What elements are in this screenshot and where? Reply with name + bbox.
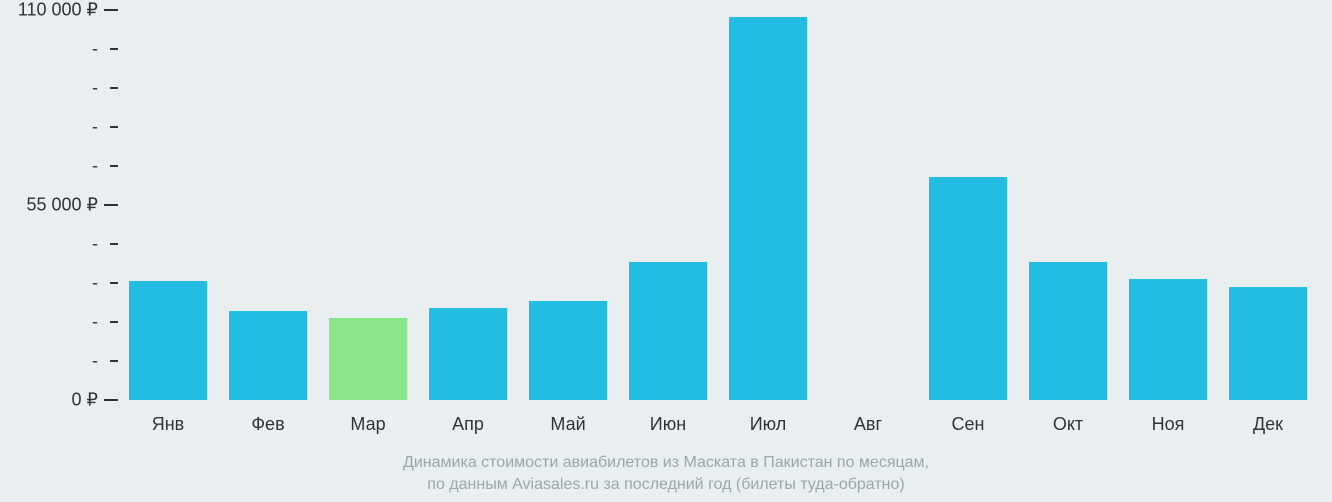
plot-area: ЯнвФевМарАпрМайИюнИюлАвгСенОктНояДек 0 ₽… (118, 10, 1318, 400)
caption-line-1: Динамика стоимости авиабилетов из Маскат… (0, 452, 1332, 474)
chart-caption: Динамика стоимости авиабилетов из Маскат… (0, 452, 1332, 496)
bar-slot: Сен (918, 10, 1018, 400)
bar-slot: Июл (718, 10, 818, 400)
bar (1129, 279, 1207, 400)
x-axis-label: Ноя (1152, 414, 1185, 435)
x-axis-label: Янв (152, 414, 185, 435)
bar-slot: Апр (418, 10, 518, 400)
bar-slot: Окт (1018, 10, 1118, 400)
bar (1029, 262, 1107, 400)
y-tick-label: 55 000 ₽ (26, 195, 118, 216)
bar (1229, 287, 1307, 400)
bar-slot: Май (518, 10, 618, 400)
x-axis-label: Дек (1253, 414, 1283, 435)
y-tick-label: 0 ₽ (72, 390, 118, 411)
x-axis-label: Окт (1053, 414, 1083, 435)
caption-line-2: по данным Aviasales.ru за последний год … (0, 474, 1332, 496)
y-minor-tick: - (92, 234, 118, 255)
bar (729, 17, 807, 400)
y-minor-tick: - (92, 78, 118, 99)
x-axis-label: Июн (650, 414, 686, 435)
y-minor-tick: - (92, 39, 118, 60)
y-minor-tick: - (92, 351, 118, 372)
y-minor-tick: - (92, 117, 118, 138)
price-chart: ЯнвФевМарАпрМайИюнИюлАвгСенОктНояДек 0 ₽… (0, 0, 1332, 502)
bar-slot: Ноя (1118, 10, 1218, 400)
bar (629, 262, 707, 400)
y-minor-tick: - (92, 273, 118, 294)
x-axis-label: Июл (750, 414, 787, 435)
bar-slot: Авг (818, 10, 918, 400)
bar (329, 318, 407, 400)
x-axis-label: Мар (350, 414, 385, 435)
x-axis-label: Сен (952, 414, 985, 435)
bar-slot: Июн (618, 10, 718, 400)
y-minor-tick: - (92, 312, 118, 333)
bar (929, 177, 1007, 400)
bar (429, 308, 507, 400)
bar-slot: Дек (1218, 10, 1318, 400)
x-axis-label: Май (550, 414, 585, 435)
bar-slot: Янв (118, 10, 218, 400)
bar-slot: Фев (218, 10, 318, 400)
y-minor-tick: - (92, 156, 118, 177)
bar (529, 301, 607, 400)
y-tick-label: 110 000 ₽ (18, 0, 118, 21)
x-axis-label: Апр (452, 414, 484, 435)
bar-slot: Мар (318, 10, 418, 400)
bar (229, 311, 307, 400)
bar (129, 281, 207, 400)
x-axis-label: Фев (251, 414, 284, 435)
x-axis-label: Авг (854, 414, 882, 435)
bars-container: ЯнвФевМарАпрМайИюнИюлАвгСенОктНояДек (118, 10, 1318, 400)
